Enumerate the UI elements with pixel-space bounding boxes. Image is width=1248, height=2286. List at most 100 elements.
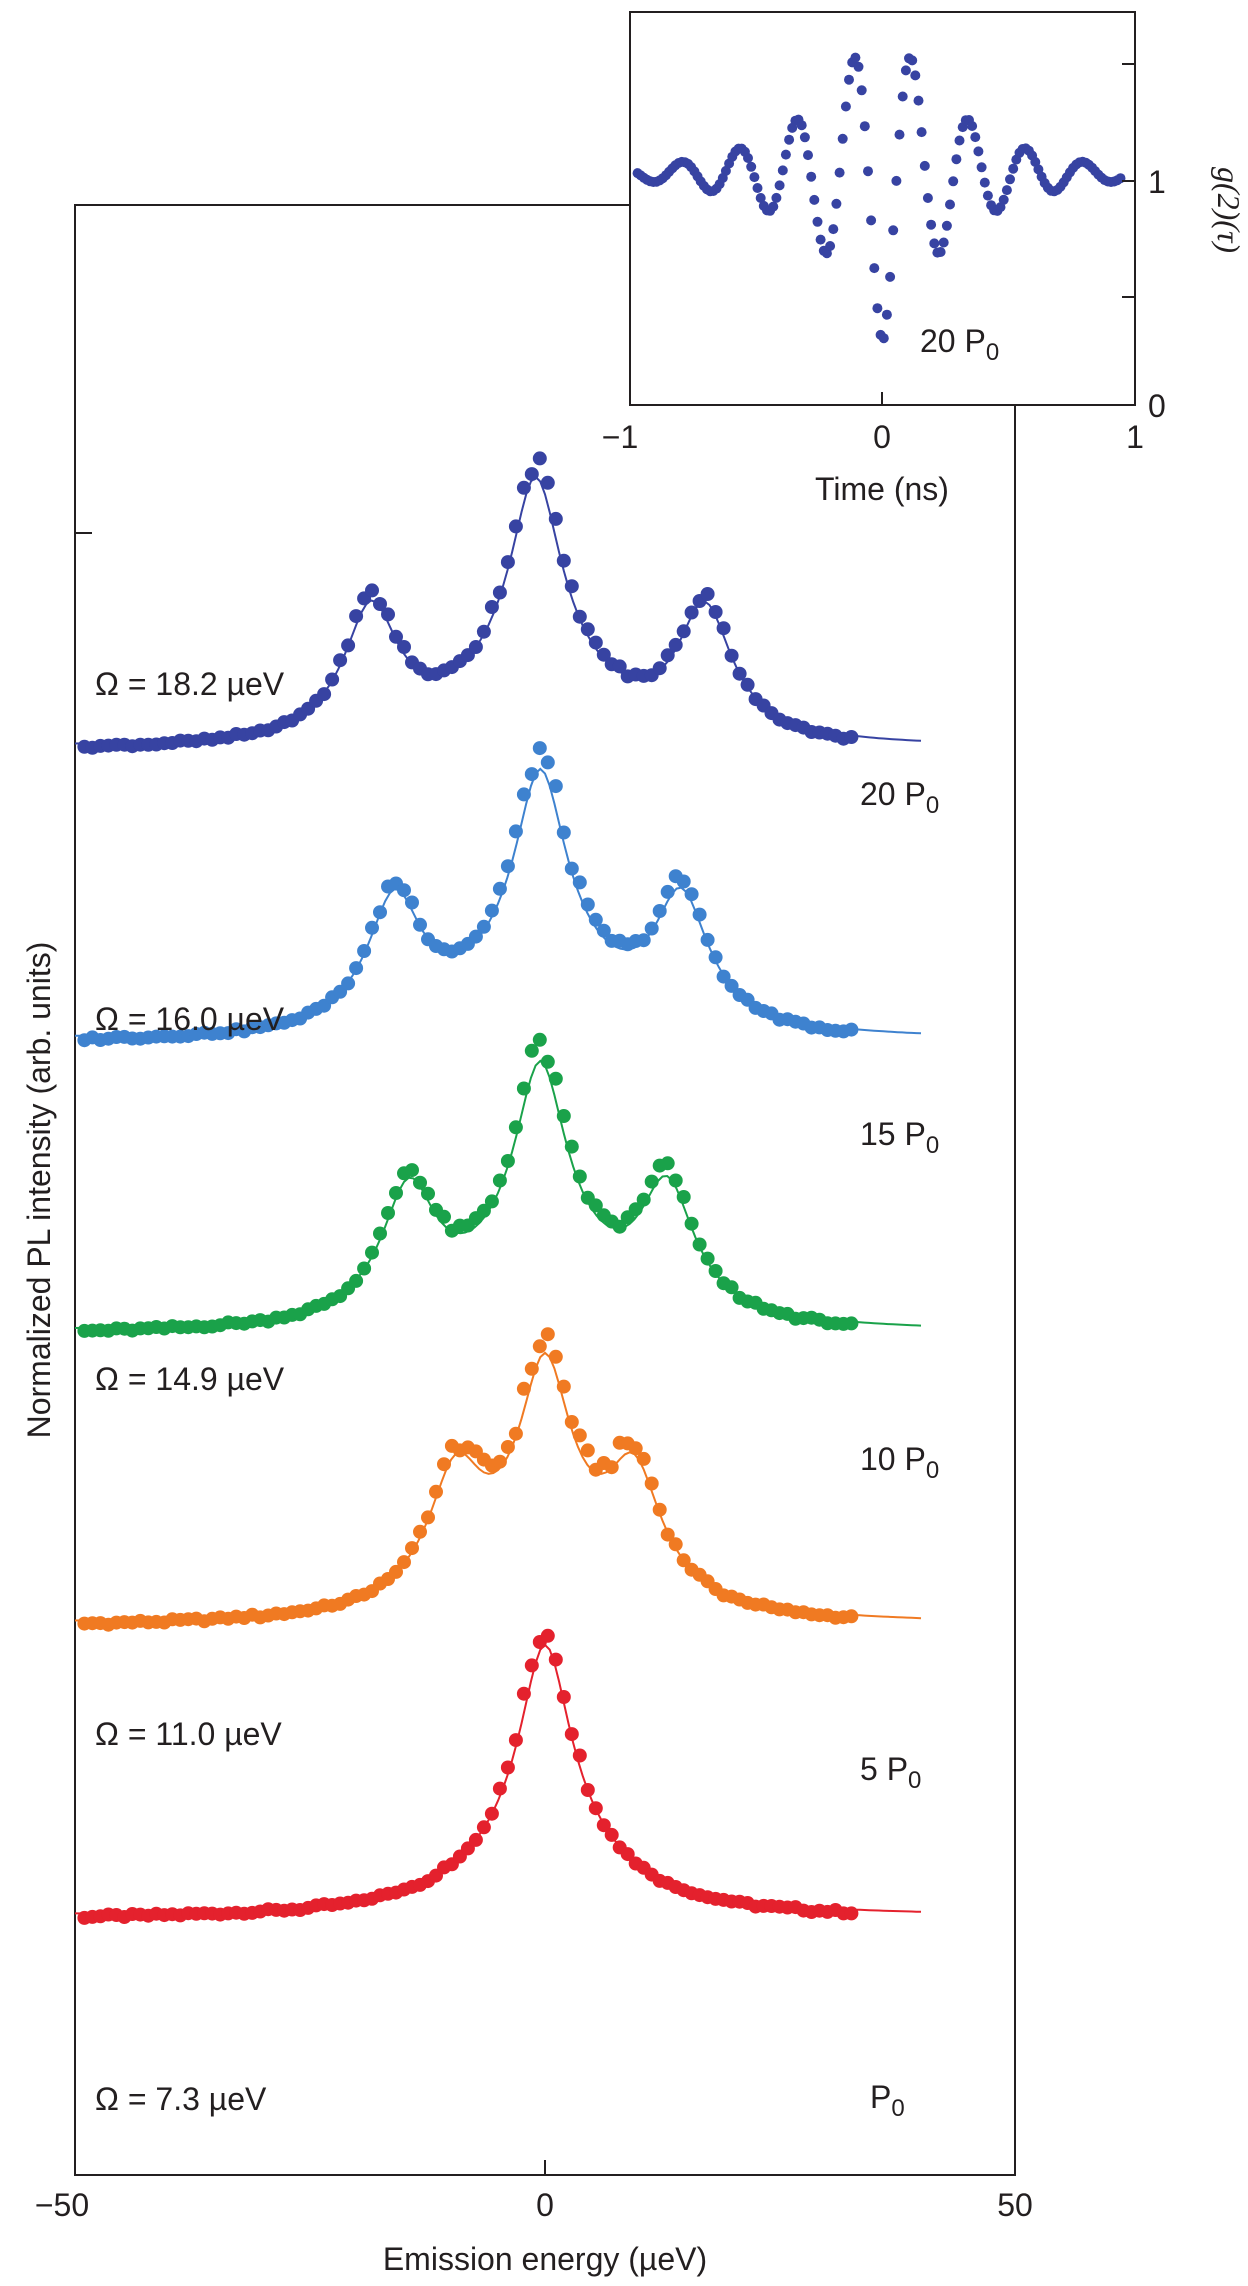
data-point-series-0 [508,1733,523,1748]
inset-x-tick-label-left: −1 [602,419,638,455]
g2-data-point [812,216,823,227]
g2-data-point [888,225,899,236]
g2-data-point [856,85,867,96]
data-point-series-2 [548,1071,563,1086]
main-x-tick-label-left: −50 [35,2187,89,2223]
g2-data-point [998,194,1009,205]
g2-data-point [878,333,889,344]
data-point-series-1 [532,1339,547,1354]
g2-data-point [970,132,981,143]
omega-label-series-2: Ω = 14.9 µeV [95,1361,285,1397]
data-point-series-4 [516,480,531,495]
data-point-series-3 [524,767,539,782]
g2-data-point [837,133,848,144]
g2-data-point [913,95,924,106]
label-layer: Ω = 7.3 µeV P0 Ω = 11.0 µeV 5 P0 Ω = 14.9 µe… [95,666,939,2122]
data-point-series-1 [644,1476,659,1491]
data-point-series-0 [540,1628,555,1643]
g2-data-point [774,180,785,191]
data-point-series-3 [516,787,531,802]
data-point-series-3 [349,961,364,976]
g2-data-point [979,177,990,188]
main-x-tick-label-center: 0 [536,2187,554,2223]
data-point-series-1 [508,1426,523,1441]
data-point-series-4 [341,638,356,653]
data-point-series-4 [389,629,403,644]
data-point-series-3 [660,884,675,899]
data-point-series-2 [524,1043,539,1058]
data-point-series-2 [484,1194,499,1209]
data-point-series-4 [652,661,667,676]
data-point-series-4 [740,677,755,692]
data-point-series-0 [500,1760,515,1775]
data-point-series-2 [636,1192,651,1207]
data-point-series-2 [540,1054,555,1069]
data-point-series-4 [580,622,595,637]
data-point-series-1 [413,1524,427,1539]
data-point-series-2 [724,1280,739,1295]
g2-data-point [815,234,826,245]
data-point-series-4 [500,555,515,570]
data-point-series-2 [381,1206,395,1220]
data-point-series-4 [317,687,332,702]
data-point-series-1 [540,1327,555,1342]
data-point-series-0 [844,1906,859,1921]
data-point-series-1 [429,1484,443,1499]
data-point-series-3 [700,932,715,947]
data-point-series-4 [612,659,627,674]
data-point-series-0 [492,1781,507,1796]
data-point-series-3 [500,859,515,874]
data-point-series-2 [500,1154,515,1168]
power-label-series-4: 20 P0 [860,776,939,819]
data-point-series-3 [341,976,356,991]
inset-plot: −1 0 1 0 1 Time (ns) g(2)(τ) 20 P0 [602,11,1247,507]
data-point-series-0 [596,1818,611,1833]
g2-data-point [948,176,959,187]
data-point-series-4 [588,635,603,650]
g2-data-point [926,219,937,230]
g2-data-point [900,65,911,76]
data-point-series-3 [397,883,411,898]
g2-data-point [929,238,940,249]
data-point-series-3 [652,904,667,918]
power-label-series-0: P0 [870,2079,905,2122]
data-point-series-1 [652,1502,667,1517]
g2-data-point [916,127,927,138]
data-point-series-0 [588,1801,603,1816]
data-point-series-3 [644,921,659,936]
main-x-tick-label-right: 50 [997,2187,1033,2223]
data-point-series-0 [564,1727,579,1742]
g2-data-point [885,271,896,282]
omega-label-series-0: Ω = 7.3 µeV [95,2081,267,2117]
data-point-series-3 [844,1022,859,1037]
g2-data-point [941,220,952,231]
data-point-series-0 [580,1783,595,1797]
omega-label-series-3: Ω = 16.0 µeV [95,1001,285,1037]
g2-data-point [894,129,905,140]
data-point-series-3 [413,917,427,932]
data-point-series-3 [468,929,483,944]
g2-data-point [834,167,845,178]
data-point-series-3 [684,887,699,902]
inset-x-tick-label-right: 1 [1126,419,1144,455]
data-point-series-3 [532,741,547,756]
data-point-series-4 [564,579,579,594]
g2-data-point [891,175,902,186]
g2-data-point [755,193,766,203]
data-point-series-3 [540,755,555,770]
data-point-series-3 [588,912,603,927]
data-point-series-4 [349,609,364,624]
data-point-series-4 [676,624,691,639]
data-point-series-4 [684,605,699,620]
g2-data-point [746,161,757,172]
data-point-series-1 [844,1609,859,1624]
data-point-series-4 [365,583,379,598]
data-point-series-3 [548,779,563,794]
data-point-series-1 [636,1451,651,1466]
g2-data-point [1008,163,1019,174]
data-point-series-0 [548,1652,563,1667]
data-point-series-2 [437,1209,451,1224]
data-point-series-1 [500,1440,515,1454]
data-point-series-2 [668,1173,683,1188]
data-point-series-1 [397,1555,411,1570]
